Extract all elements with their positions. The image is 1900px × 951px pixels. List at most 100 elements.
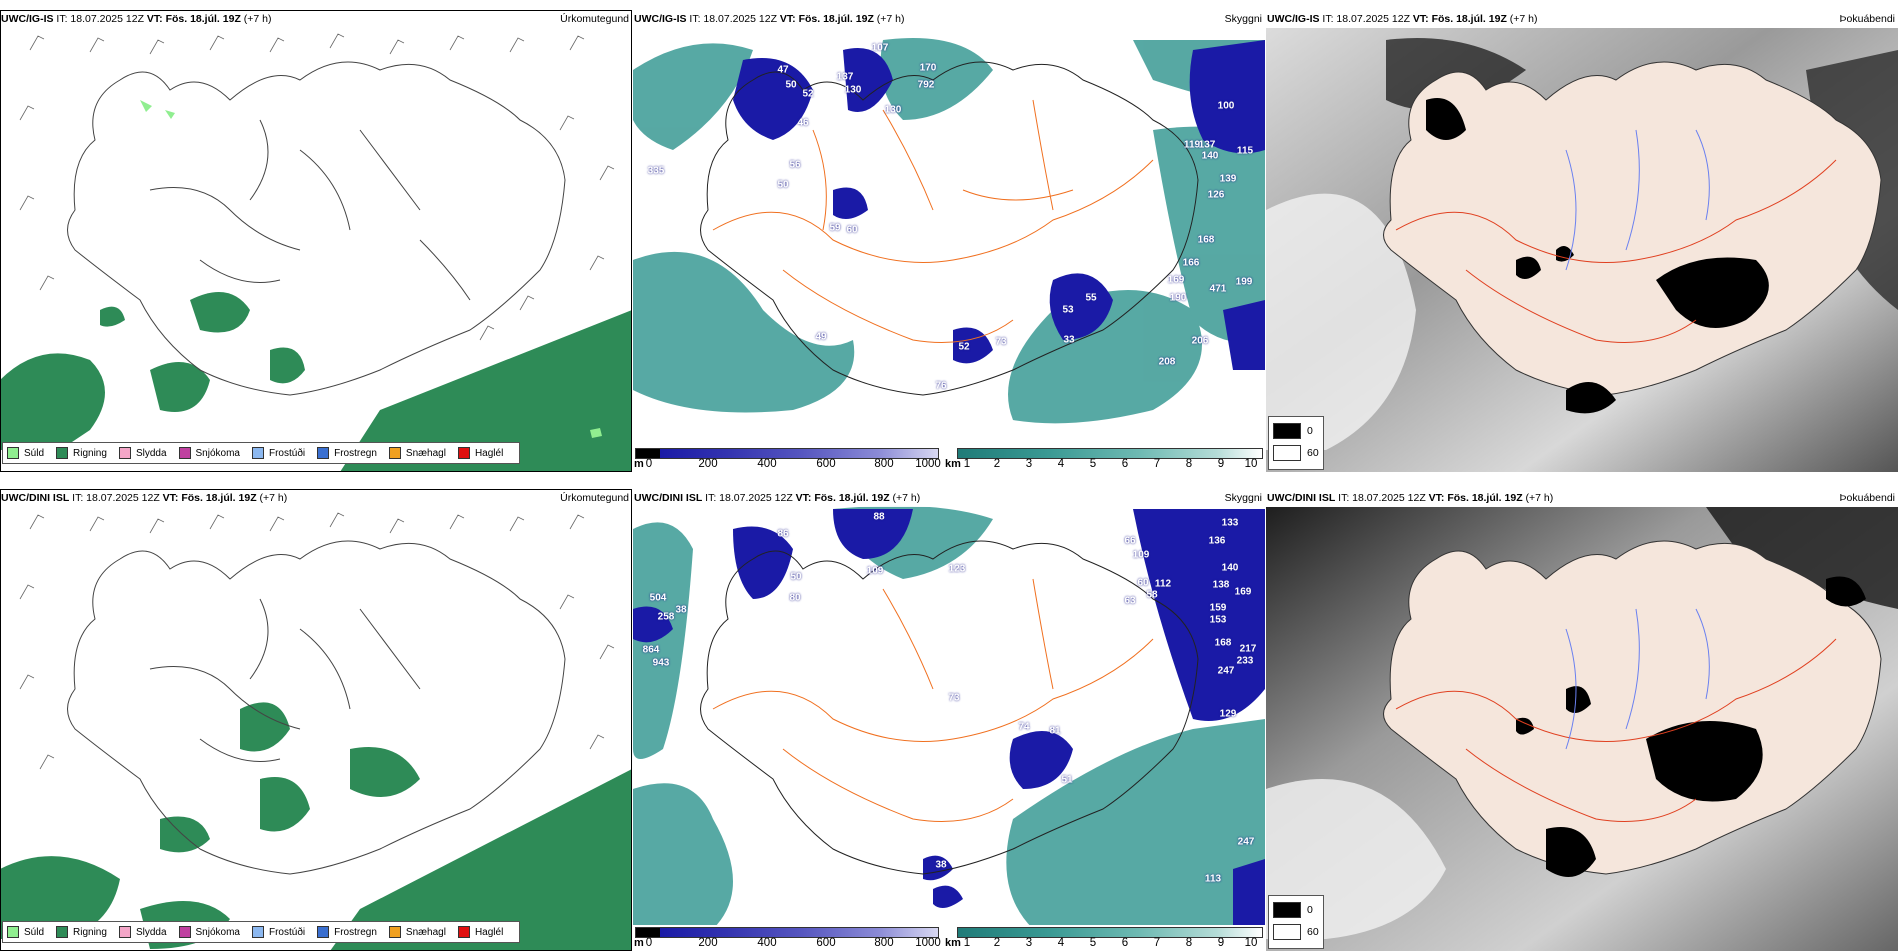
colorbar-unit: m bbox=[634, 937, 644, 949]
fog-legend: 0 60 bbox=[1268, 895, 1324, 949]
ceiling-label: 86 bbox=[777, 528, 789, 540]
valid-time: VT: Fös. 18.júl. 19Z bbox=[779, 13, 874, 25]
ceiling-label: 51 bbox=[1061, 774, 1073, 786]
ceiling-label: 133 bbox=[1221, 517, 1239, 529]
legend-swatch bbox=[7, 926, 19, 938]
rain-areas bbox=[0, 292, 632, 472]
colorbar-gradient bbox=[635, 448, 939, 459]
ceiling-label: 170 bbox=[919, 62, 937, 74]
ceiling-label: 60 bbox=[1137, 577, 1149, 589]
colorbar-tick: 200 bbox=[698, 937, 718, 949]
ceiling-label: 217 bbox=[1239, 643, 1257, 655]
panel-precip-type-row2: UWC/DINI ISL IT: 18.07.2025 12Z VT: Fös.… bbox=[0, 489, 632, 951]
colorbar-tick: 0 bbox=[645, 937, 653, 949]
legend-swatch bbox=[388, 447, 401, 459]
ceiling-colorbar: m 0 200 400 600 800 1000 bbox=[633, 446, 943, 470]
valid-time: VT: Fös. 18.júl. 19Z bbox=[146, 13, 241, 25]
model-name: UWC/DINI ISL bbox=[1, 492, 70, 504]
colorbar-tick: 10 bbox=[1244, 458, 1258, 470]
legend-swatch bbox=[178, 926, 191, 938]
precip-type-legend: Súld Rigning Slydda Snjókoma Frostúði Fr… bbox=[2, 921, 521, 943]
ceiling-label: 107 bbox=[871, 42, 889, 54]
colorbar-tick: 6 bbox=[1121, 937, 1129, 949]
colorbar-tick: 200 bbox=[698, 458, 718, 470]
ceiling-label: 138 bbox=[1212, 579, 1230, 591]
ceiling-label: 100 bbox=[1217, 100, 1235, 112]
colorbar-unit: km bbox=[945, 937, 961, 949]
legend-swatch bbox=[317, 926, 330, 938]
legend-item-snow: Snjókoma bbox=[178, 447, 240, 459]
roads bbox=[1395, 159, 1837, 343]
precip-type-legend: Súld Rigning Slydda Snjókoma Frostúði Fr… bbox=[2, 442, 521, 464]
ceiling-label: 168 bbox=[1197, 234, 1215, 246]
valid-time: VT: Fös. 18.júl. 19Z bbox=[1428, 492, 1523, 504]
ceiling-label: 112 bbox=[1154, 578, 1172, 590]
colorbar-tick: 9 bbox=[1217, 458, 1225, 470]
ceiling-label: 199 bbox=[1235, 276, 1253, 288]
ceiling-label: 123 bbox=[948, 563, 966, 575]
ceiling-label: 52 bbox=[958, 341, 970, 353]
ceiling-label: 139 bbox=[1219, 173, 1237, 185]
legend-item-snow: Snjókoma bbox=[178, 926, 240, 938]
legend-item-freezing-drizzle: Frostúði bbox=[251, 926, 305, 938]
ceiling-label: 56 bbox=[789, 159, 801, 171]
ceiling-label: 130 bbox=[844, 84, 862, 96]
ceiling-label: 169 bbox=[1167, 274, 1185, 286]
ceiling-label: 190 bbox=[1169, 292, 1187, 304]
ceiling-label: 47 bbox=[777, 64, 789, 76]
ceiling-label: 109 bbox=[866, 565, 884, 577]
model-name: UWC/IG-IS bbox=[634, 13, 687, 25]
ceiling-label: 52 bbox=[802, 88, 814, 100]
forecast-offset: (+7 h) bbox=[259, 492, 288, 504]
colorbar-tick: 10 bbox=[1244, 937, 1258, 949]
low-ceiling-areas bbox=[633, 509, 1265, 929]
colorbar-tick: 1 bbox=[963, 458, 971, 470]
colorbar-tick: 4 bbox=[1057, 458, 1065, 470]
ceiling-label: 247 bbox=[1217, 665, 1235, 677]
colorbar-tick: 8 bbox=[1185, 937, 1193, 949]
colorbar-tick: 7 bbox=[1153, 458, 1161, 470]
ceiling-label: 206 bbox=[1191, 335, 1209, 347]
ceiling-label: 53 bbox=[1062, 304, 1074, 316]
legend-swatch bbox=[457, 447, 470, 459]
colorbar-tick: 5 bbox=[1089, 937, 1097, 949]
valid-time: VT: Fös. 18.júl. 19Z bbox=[162, 492, 257, 504]
legend-item-freezing-drizzle: Frostúði bbox=[251, 447, 305, 459]
panel-header: UWC/IG-IS IT: 18.07.2025 12Z VT: Fös. 18… bbox=[1, 10, 632, 28]
wind-barbs bbox=[19, 33, 615, 341]
ceiling-label: 80 bbox=[789, 592, 801, 604]
colorbar-tick: 3 bbox=[1025, 458, 1033, 470]
visibility-colorbar: km 1 2 3 4 5 6 7 8 9 10 bbox=[943, 925, 1265, 949]
ceiling-label: 159 bbox=[1209, 602, 1227, 614]
init-time: IT: 18.07.2025 12Z bbox=[1322, 13, 1410, 25]
colorbar-tick: 0 bbox=[645, 458, 653, 470]
valid-time: VT: Fös. 18.júl. 19Z bbox=[795, 492, 890, 504]
fog-legend-item: 0 bbox=[1273, 902, 1313, 918]
panel-visibility-row1: 107 170 792 47 50 52 137 130 46 130 56 5… bbox=[633, 10, 1265, 472]
ceiling-label: 66 bbox=[1124, 535, 1136, 547]
colorbar-tick: 800 bbox=[874, 937, 894, 949]
init-time: IT: 18.07.2025 12Z bbox=[72, 492, 160, 504]
colorbar-tick: 1000 bbox=[915, 937, 941, 949]
iceland-outline bbox=[67, 61, 566, 396]
init-time: IT: 18.07.2025 12Z bbox=[689, 13, 777, 25]
field-title: Þokuábendi bbox=[1839, 13, 1895, 25]
legend-item-drizzle: Súld bbox=[7, 926, 44, 938]
ceiling-label: 113 bbox=[1204, 873, 1222, 885]
ceiling-label: 233 bbox=[1236, 655, 1254, 667]
ceiling-label: 129 bbox=[1219, 708, 1237, 720]
legend-swatch bbox=[7, 447, 19, 459]
legend-swatch bbox=[118, 926, 131, 938]
legend-item-graupel: Snæhagl bbox=[388, 926, 446, 938]
ceiling-label: 76 bbox=[935, 380, 947, 392]
visibility-colorbar: km 1 2 3 4 5 6 7 8 9 10 bbox=[943, 446, 1265, 470]
ceiling-label: 247 bbox=[1237, 836, 1255, 848]
roads bbox=[712, 99, 1154, 343]
precip-map bbox=[0, 512, 632, 951]
ceiling-label: 88 bbox=[873, 511, 885, 523]
fog-map bbox=[1266, 507, 1898, 951]
iceland-outline bbox=[700, 540, 1199, 875]
ceiling-label: 166 bbox=[1182, 257, 1200, 269]
colorbar-tick: 9 bbox=[1217, 937, 1225, 949]
field-title: Skyggni bbox=[1224, 13, 1262, 25]
